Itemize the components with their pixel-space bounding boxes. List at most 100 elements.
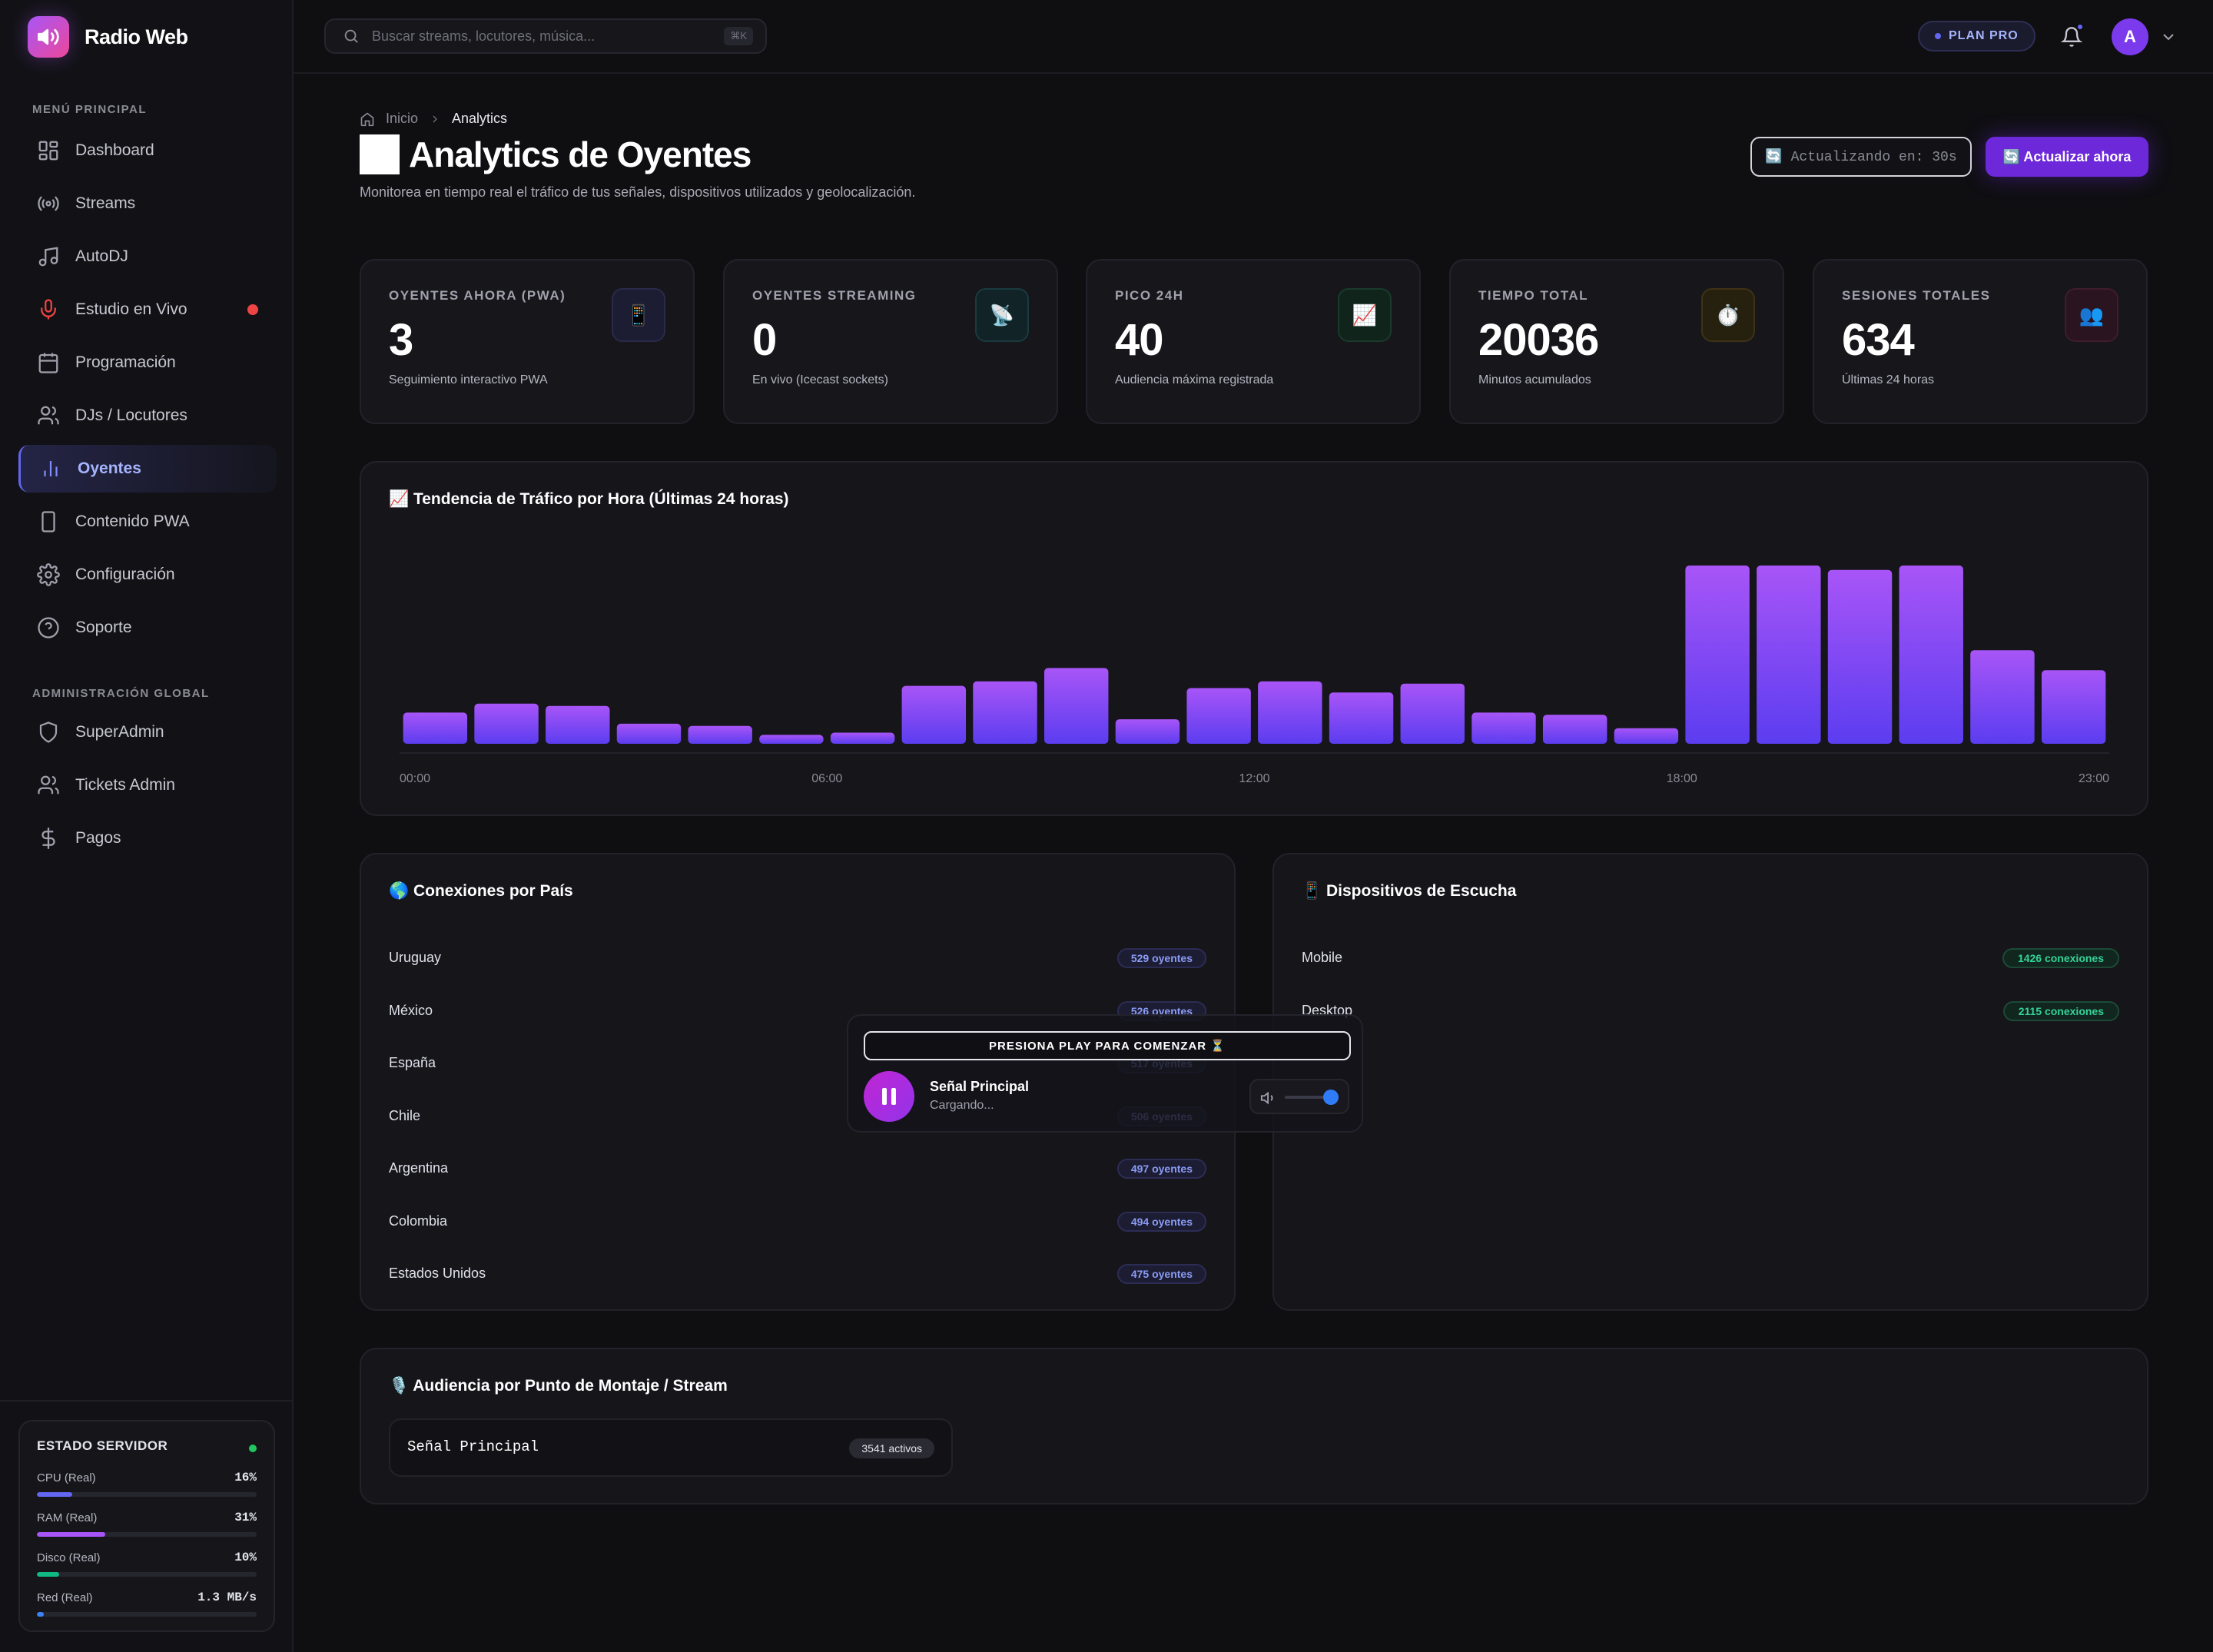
traffic-bar-12:00[interactable]: [1258, 681, 1322, 744]
sidebar-item-label: Oyentes: [78, 459, 141, 477]
sidebar-item-label: AutoDJ: [75, 247, 128, 265]
sidebar-item-dashboard[interactable]: Dashboard: [18, 127, 277, 174]
volume-slider[interactable]: [1285, 1090, 1339, 1105]
traffic-bar-03:00[interactable]: [616, 723, 682, 744]
metric-bar: [37, 1492, 257, 1497]
country-listeners-badge: 497 oyentes: [1116, 1159, 1206, 1179]
traffic-bar-02:00[interactable]: [546, 705, 610, 744]
stat-card-peak-24h: PICO 24H 40 Audiencia máxima registrada …: [1086, 259, 1421, 424]
traffic-bar-06:00[interactable]: [830, 732, 895, 745]
sidebar-item-oyentes[interactable]: Oyentes: [18, 445, 277, 493]
sidebar-item-estudio[interactable]: Estudio en Vivo: [18, 286, 277, 333]
traffic-bar-01:00[interactable]: [474, 703, 539, 744]
avatar[interactable]: A: [2112, 18, 2148, 55]
brand-name: Radio Web: [85, 25, 188, 48]
devices-title: 📱 Dispositivos de Escucha: [1302, 882, 1517, 900]
metric-label: RAM (Real): [37, 1511, 98, 1524]
traffic-bar-17:00[interactable]: [1614, 728, 1679, 744]
search-input[interactable]: [372, 28, 710, 45]
search-box[interactable]: ⌘K: [324, 18, 767, 54]
sidebar-item-djs[interactable]: DJs / Locutores: [18, 392, 277, 440]
breadcrumb: Inicio Analytics: [360, 111, 507, 127]
mount-item[interactable]: Señal Principal 3541 activos: [389, 1418, 953, 1477]
traffic-bar-15:00[interactable]: [1471, 712, 1536, 744]
country-name: Uruguay: [389, 950, 442, 965]
sidebar-item-superadmin[interactable]: SuperAdmin: [18, 708, 277, 756]
metric-label: CPU (Real): [37, 1471, 96, 1484]
volume-control[interactable]: [1249, 1079, 1349, 1114]
stat-value: 3: [389, 315, 413, 365]
traffic-bar-11:00[interactable]: [1186, 688, 1251, 745]
x-tick-label: 12:00: [1239, 772, 1269, 785]
sidebar-item-label: Pagos: [75, 829, 121, 847]
traffic-bar-20:00[interactable]: [1827, 569, 1893, 744]
sidebar-item-programacion[interactable]: Programación: [18, 339, 277, 386]
plan-badge[interactable]: PLAN PRO: [1918, 21, 2035, 51]
sidebar-item-label: Soporte: [75, 619, 132, 636]
notifications-button[interactable]: [2056, 22, 2087, 52]
brand[interactable]: Radio Web: [28, 15, 188, 58]
sidebar-item-soporte[interactable]: Soporte: [18, 604, 277, 652]
player-hint: PRESIONA PLAY PARA COMENZAR ⏳: [864, 1031, 1351, 1060]
sidebar-item-streams[interactable]: Streams: [18, 180, 277, 227]
traffic-bar-18:00[interactable]: [1685, 566, 1750, 744]
users-icon: [38, 406, 59, 425]
country-name: Estados Unidos: [389, 1266, 486, 1281]
x-tick-label: 23:00: [2079, 772, 2109, 785]
music-note-icon: [38, 247, 58, 267]
trend-up-icon: 📈: [1338, 288, 1392, 342]
stat-card-streaming-listeners: OYENTES STREAMING 0 En vivo (Icecast soc…: [723, 259, 1058, 424]
traffic-bar-10:00[interactable]: [1115, 719, 1180, 744]
metric-value: 10%: [234, 1551, 257, 1564]
metric-label: Red (Real): [37, 1591, 93, 1604]
stat-label: SESIONES TOTALES: [1842, 288, 1991, 303]
sidebar-item-label: Contenido PWA: [75, 513, 190, 530]
traffic-bar-21:00[interactable]: [1899, 566, 1963, 744]
title-emoji-placeholder: [360, 134, 400, 174]
users-icon: [38, 775, 59, 794]
mount-count-badge: 3541 activos: [849, 1438, 934, 1458]
traffic-bar-05:00[interactable]: [759, 735, 824, 744]
traffic-bar-09:00[interactable]: [1044, 668, 1109, 744]
smartphone-icon: [41, 511, 55, 532]
refresh-now-button[interactable]: 🔄 Actualizar ahora: [1986, 137, 2148, 177]
sidebar-item-tickets-admin[interactable]: Tickets Admin: [18, 761, 277, 809]
sidebar-item-autodj[interactable]: AutoDJ: [18, 233, 277, 280]
volume-knob[interactable]: [1322, 1090, 1339, 1105]
traffic-bar-16:00[interactable]: [1542, 715, 1607, 744]
traffic-bar-08:00[interactable]: [973, 681, 1037, 744]
breadcrumb-home[interactable]: Inicio: [386, 111, 419, 126]
metric-bar-fill: [37, 1532, 105, 1537]
volume-icon[interactable]: [1260, 1090, 1277, 1106]
sidebar-item-contenido-pwa[interactable]: Contenido PWA: [18, 498, 277, 546]
traffic-bar-07:00[interactable]: [901, 685, 967, 744]
country-listeners-badge: 494 oyentes: [1116, 1211, 1206, 1232]
stat-card-total-sessions: SESIONES TOTALES 634 Últimas 24 horas 👥: [1813, 259, 2148, 424]
server-online-dot: [249, 1445, 257, 1452]
stat-value: 20036: [1478, 315, 1599, 365]
metric-bar-fill: [37, 1612, 44, 1617]
player-station: Señal Principal: [930, 1079, 1030, 1094]
sidebar-item-label: Tickets Admin: [75, 776, 175, 794]
metric-label: Disco (Real): [37, 1551, 101, 1564]
pause-button[interactable]: [864, 1071, 914, 1122]
traffic-bar-14:00[interactable]: [1400, 683, 1465, 744]
sidebar-item-configuracion[interactable]: Configuración: [18, 551, 277, 599]
sidebar-item-label: Dashboard: [75, 141, 154, 159]
traffic-bar-23:00[interactable]: [2041, 670, 2106, 744]
sidebar-item-label: Configuración: [75, 566, 175, 583]
traffic-chart-title: 📈 Tendencia de Tráfico por Hora (Últimas…: [389, 490, 789, 508]
traffic-bar-19:00[interactable]: [1757, 566, 1821, 744]
traffic-bar-00:00[interactable]: [403, 712, 468, 744]
home-icon: [360, 111, 374, 126]
country-name: Colombia: [389, 1212, 448, 1229]
refresh-countdown: 🔄 Actualizando en: 30s: [1750, 137, 1972, 177]
metric-bar: [37, 1532, 257, 1537]
traffic-bar-04:00[interactable]: [688, 725, 752, 744]
chevron-down-icon[interactable]: [2159, 28, 2178, 46]
sidebar-item-label: Programación: [75, 353, 176, 371]
traffic-bar-22:00[interactable]: [1970, 650, 2035, 744]
traffic-bar-13:00[interactable]: [1329, 692, 1394, 744]
country-listeners-badge: 529 oyentes: [1116, 948, 1206, 968]
sidebar-item-pagos[interactable]: Pagos: [18, 814, 277, 862]
